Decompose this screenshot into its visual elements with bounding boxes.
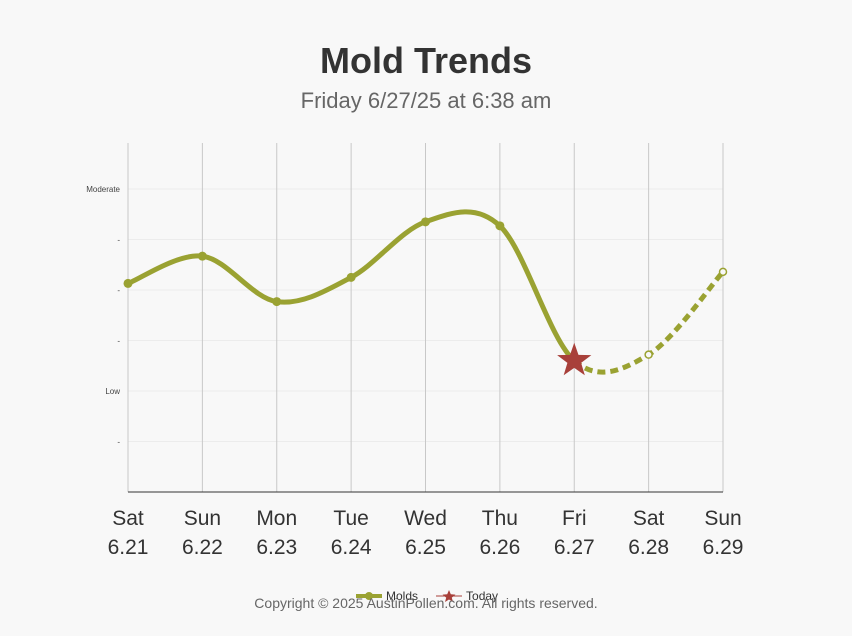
legend-today-label: Today: [466, 589, 499, 603]
x-tick-day-label: Fri: [562, 507, 587, 530]
x-tick-day-label: Thu: [482, 507, 518, 530]
x-tick-date-label: 6.21: [108, 536, 149, 559]
molds-data-point: [421, 217, 430, 227]
x-tick-date-label: 6.27: [554, 536, 595, 559]
x-tick-day-label: Sat: [112, 507, 144, 530]
molds-data-point: [123, 278, 133, 288]
molds-line-swatch-icon: [356, 592, 382, 600]
chart-title: Mold Trends: [319, 40, 532, 81]
copyright-text: Copyright © 2025 AustinPollen.com. All r…: [254, 595, 598, 611]
x-tick-date-label: 6.25: [405, 536, 446, 559]
molds-data-point: [346, 272, 356, 282]
x-tick-date-label: 6.29: [703, 536, 744, 559]
y-tick-label: -: [117, 337, 120, 346]
y-tick-label: -: [117, 286, 120, 295]
x-tick-day-label: Mon: [256, 507, 297, 530]
x-tick-day-label: Wed: [404, 507, 447, 530]
today-star-marker: [557, 342, 592, 376]
x-tick-day-label: Sun: [704, 507, 741, 530]
x-tick-date-label: 6.24: [331, 536, 372, 559]
chart-legend: Molds Today: [356, 589, 498, 603]
molds-forecast-point: [644, 350, 653, 359]
y-tick-label: -: [117, 236, 120, 245]
legend-item-today[interactable]: Today: [436, 589, 498, 603]
x-tick-date-label: 6.22: [182, 536, 223, 559]
molds-data-point: [197, 251, 207, 261]
today-star-swatch-icon: [436, 590, 463, 602]
x-tick-date-label: 6.26: [479, 536, 520, 559]
molds-data-point: [495, 221, 505, 231]
y-tick-label: -: [117, 438, 120, 447]
molds-forecast-point: [718, 267, 728, 277]
chart-subtitle: Friday 6/27/25 at 6:38 am: [300, 88, 552, 113]
x-tick-day-label: Tue: [333, 507, 368, 530]
x-tick-date-label: 6.23: [256, 536, 297, 559]
x-tick-day-label: Sat: [633, 507, 665, 530]
legend-item-molds[interactable]: Molds: [356, 589, 418, 603]
legend-molds-label: Molds: [386, 589, 419, 603]
y-tick-label: Low: [105, 387, 120, 396]
y-tick-label: Moderate: [86, 185, 120, 194]
x-tick-day-label: Sun: [184, 507, 221, 530]
x-tick-date-label: 6.28: [628, 536, 669, 559]
molds-data-point: [272, 297, 282, 307]
